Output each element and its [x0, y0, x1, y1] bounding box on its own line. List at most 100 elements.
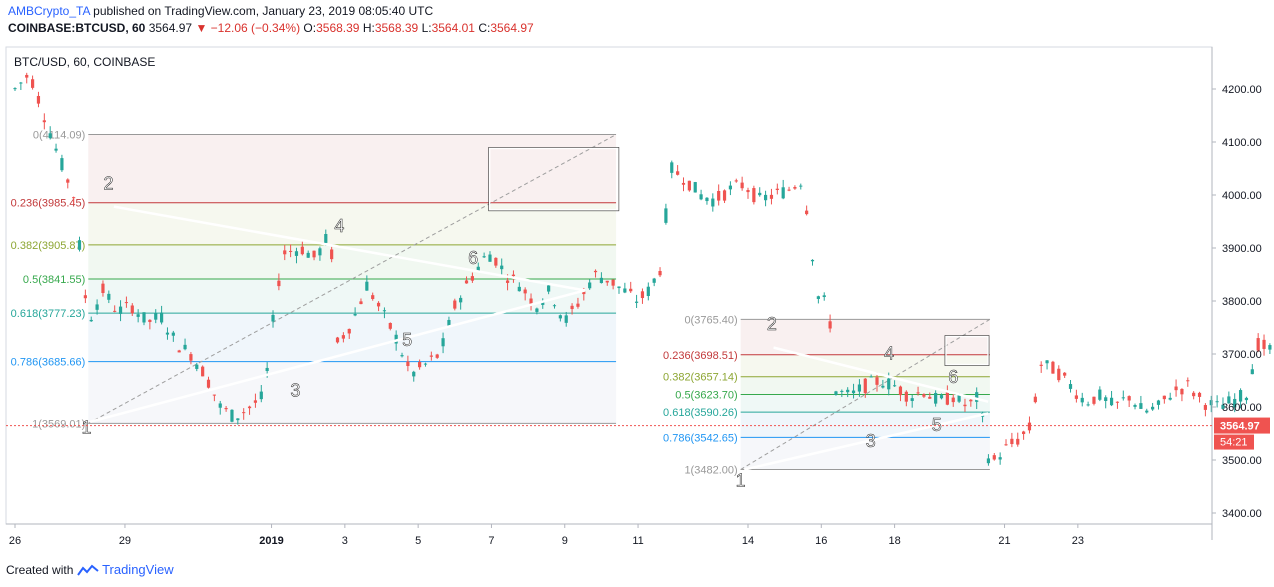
candle-body [160, 312, 164, 323]
candle-body [1215, 401, 1219, 403]
candle-body [189, 354, 193, 361]
candle-body [1197, 392, 1202, 397]
fib-zone [88, 202, 617, 245]
candle-body [459, 297, 463, 303]
candle-body [846, 389, 850, 393]
candle-body [277, 280, 281, 287]
consolidation-box [488, 147, 619, 211]
time-tick-label: 11 [632, 535, 643, 547]
candle-body [36, 95, 41, 104]
countdown-label: 54:21 [1220, 437, 1248, 449]
price-tick-label: 3600.00 [1222, 402, 1262, 414]
consolidation-box-outline [488, 147, 620, 212]
candle-body [535, 308, 539, 312]
candle-body [48, 133, 52, 139]
price-tick-label: 3900.00 [1222, 243, 1262, 255]
close-value: 3564.97 [490, 21, 534, 35]
candle-body [136, 314, 140, 317]
candle-body [717, 190, 721, 201]
price-tick-label: 4200.00 [1222, 84, 1262, 96]
candle-body [793, 187, 797, 189]
candle-body [652, 278, 656, 283]
candle-body [154, 313, 158, 320]
time-tick-label: 16 [815, 535, 827, 547]
candle-body [1086, 404, 1090, 406]
candle-body [382, 310, 387, 312]
fib-level-label: 0(3765.40) [684, 314, 737, 326]
candle-body [148, 319, 152, 323]
candle-body [711, 198, 715, 207]
time-tick-label: 9 [562, 535, 568, 547]
candle-body [699, 194, 703, 200]
candle-body [418, 361, 422, 368]
candle-body [494, 257, 498, 266]
candle-body [840, 390, 844, 392]
candle-body [1104, 397, 1108, 402]
candle-body [259, 391, 263, 400]
high-label: H: [362, 21, 375, 35]
candle-body [623, 288, 627, 293]
time-tick-label: 29 [119, 535, 131, 547]
triangle-line [89, 289, 586, 423]
candle-body [593, 270, 598, 273]
wave-label: 4 [884, 343, 894, 363]
candle-body [365, 281, 369, 291]
candle-body [1027, 422, 1032, 431]
fib-level-label: 0.786(3542.65) [663, 432, 738, 444]
consolidation-box [945, 335, 989, 366]
candle-body [376, 302, 381, 307]
candle-body [552, 305, 557, 307]
fib-level-label: 1(3482.00) [684, 465, 737, 477]
candle-body [1186, 380, 1190, 382]
candle-body [805, 210, 809, 215]
tradingview-brand[interactable]: TradingView [102, 562, 174, 577]
candle-body [177, 350, 181, 353]
candle-body [664, 208, 668, 223]
candle-body [541, 301, 545, 305]
candle-body [945, 391, 949, 405]
candle-body [904, 391, 908, 402]
candle-body [476, 266, 480, 271]
candle-body [693, 182, 697, 193]
candle-body [247, 406, 252, 409]
candle-body [1022, 431, 1026, 435]
candle-body [218, 403, 222, 408]
candle-body [564, 315, 568, 323]
candle-body [646, 286, 650, 297]
candle-body [887, 378, 891, 390]
candle-body [505, 280, 510, 283]
candle-body [934, 392, 938, 404]
candle-body [236, 418, 240, 421]
fib-zone [740, 354, 990, 377]
candle-body [1203, 405, 1207, 410]
candle-body [1039, 364, 1043, 366]
candle-body [851, 390, 856, 394]
candle-body [42, 120, 46, 123]
candle-body [77, 240, 82, 250]
candle-body [928, 396, 932, 399]
candle-body [576, 303, 580, 307]
candle-body [922, 394, 926, 397]
footer: Created with TradingView [6, 562, 174, 578]
candle-body [107, 293, 111, 300]
candle-body [775, 188, 779, 191]
candle-body [1121, 397, 1125, 399]
candle-body [1174, 386, 1178, 391]
candle-body [312, 250, 316, 258]
fib-zone [88, 244, 617, 279]
candle-body [582, 291, 586, 295]
publish-line: AMBCrypto_TA published on TradingView.co… [8, 4, 433, 18]
candle-body [289, 250, 293, 252]
candle-body [857, 384, 862, 392]
candle-body [910, 398, 914, 401]
candle-body [429, 355, 433, 357]
candle-body [371, 295, 375, 299]
candle-body [423, 363, 428, 365]
triangle-line [744, 412, 989, 471]
candle-body [464, 280, 469, 284]
tradingview-logo-icon [76, 564, 99, 576]
fib-level-label: 0.382(3905.87) [11, 240, 86, 252]
author-link[interactable]: AMBCrypto_TA [8, 4, 90, 18]
